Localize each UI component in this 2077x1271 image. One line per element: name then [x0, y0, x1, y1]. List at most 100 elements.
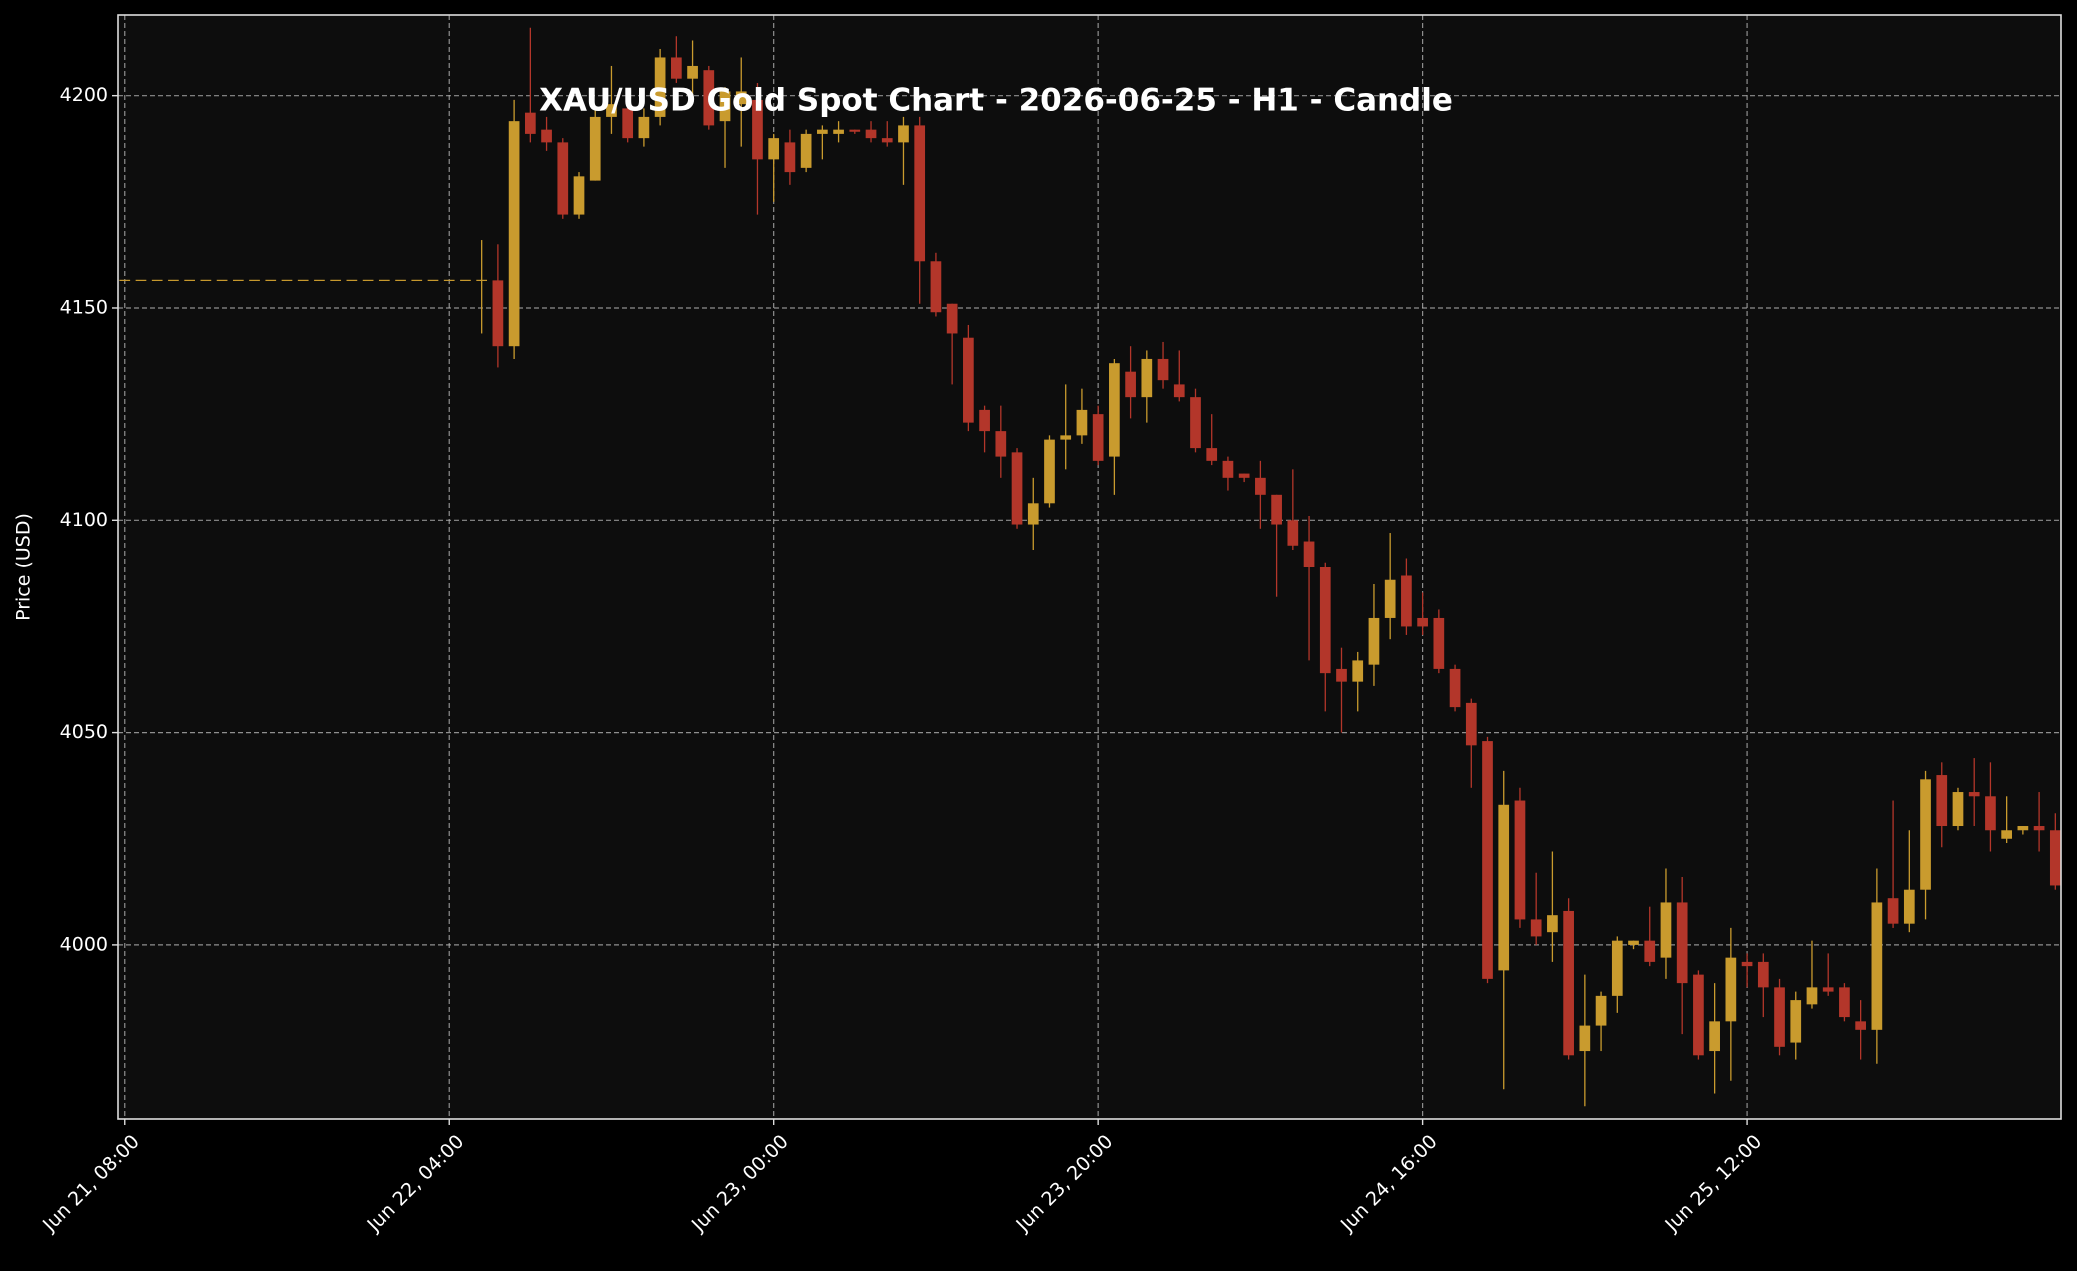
candle-body — [168, 279, 179, 281]
y-tick-label: 4150 — [60, 296, 108, 318]
candle-body — [963, 337, 974, 423]
candle-body — [1384, 579, 1396, 618]
candle-body — [1092, 414, 1104, 461]
candle-body — [784, 142, 796, 173]
candle-body — [1920, 779, 1931, 890]
candle-body — [1417, 617, 1428, 627]
y-tick-label: 4100 — [60, 509, 108, 531]
candle-body — [687, 65, 698, 79]
candle-body — [151, 279, 163, 281]
y-tick-label: 4000 — [60, 933, 108, 955]
candle-body — [849, 129, 861, 132]
candle-body — [1157, 358, 1169, 381]
candle-body — [1595, 995, 1607, 1026]
candle-body — [2049, 830, 2061, 886]
candle-body — [297, 279, 309, 281]
candle-body — [1871, 902, 1883, 1030]
candle-body — [1530, 919, 1542, 937]
candle-body — [817, 129, 828, 134]
plot-frame — [117, 14, 2062, 1120]
candle-body — [1109, 363, 1120, 457]
candles — [119, 27, 2061, 1107]
candle-body — [768, 138, 780, 160]
candle-body — [1790, 1000, 1802, 1043]
candle-body — [1044, 439, 1055, 504]
candle-body — [1985, 796, 1996, 831]
candle-body — [800, 133, 812, 168]
candle-body — [1206, 448, 1218, 461]
candle-body — [427, 279, 439, 281]
candle-body — [752, 99, 763, 160]
candle-body — [1287, 520, 1299, 546]
candle-body — [1498, 804, 1510, 971]
candle-body — [1173, 384, 1185, 398]
candle-body — [1839, 987, 1850, 1018]
candle-body — [1449, 668, 1461, 708]
candle-body — [492, 280, 504, 347]
candle-body — [1011, 452, 1023, 525]
candle-body — [914, 125, 926, 262]
candle-body — [1433, 617, 1445, 669]
plot-area — [118, 15, 2061, 1119]
candle-body — [557, 142, 569, 215]
candle-body — [330, 279, 342, 281]
candle-body — [1076, 409, 1088, 436]
candle-body — [200, 279, 212, 281]
candle-body — [1774, 987, 1785, 1047]
candle-body — [881, 138, 893, 143]
candle-body — [589, 116, 601, 181]
candle-body — [1887, 898, 1899, 924]
candle-body — [2033, 826, 2045, 831]
candle-body — [1141, 358, 1153, 398]
candle-body — [1968, 792, 1980, 797]
candle-body — [979, 409, 990, 432]
candle-body — [1741, 961, 1753, 967]
candle-body — [1060, 435, 1072, 440]
candle-body — [1255, 477, 1266, 495]
candle-body — [930, 261, 942, 313]
candle-body — [1482, 741, 1493, 979]
candle-body — [508, 121, 520, 347]
candle-body — [265, 279, 277, 281]
candle-body — [346, 279, 358, 281]
candle-body — [1709, 1021, 1720, 1052]
candle-body — [1563, 910, 1574, 1056]
candle-body — [362, 279, 374, 281]
candle-body — [524, 112, 536, 134]
candle-body — [573, 176, 585, 215]
candle-body — [833, 129, 844, 134]
candle-body — [135, 279, 147, 281]
candle-body — [654, 57, 666, 117]
y-axis-label: Price (USD) — [13, 513, 35, 621]
candle-body — [1271, 494, 1282, 525]
candle-body — [1822, 987, 1834, 992]
candle-body — [1693, 974, 1704, 1056]
candle-body — [1238, 473, 1250, 478]
candle-body — [1952, 792, 1964, 827]
candle-body — [2017, 826, 2029, 831]
candle-body — [946, 303, 958, 334]
chart-title: XAU/USD Gold Spot Chart - 2026-06-25 - H… — [539, 83, 1453, 119]
candle-body — [1611, 940, 1623, 996]
candle-body — [216, 279, 228, 281]
candle-body — [735, 91, 747, 105]
candle-body — [670, 57, 682, 79]
candle-body — [249, 279, 260, 281]
candle-body — [460, 279, 471, 281]
candle-body — [898, 125, 909, 143]
candle-body — [378, 279, 390, 281]
candle-body — [1303, 541, 1315, 567]
candle-body — [1660, 902, 1672, 958]
candle-body — [1628, 940, 1639, 945]
candle-body — [1352, 660, 1364, 682]
candle-body — [1222, 460, 1234, 478]
candle-body — [638, 116, 650, 139]
candle-body — [1725, 957, 1737, 1022]
candle-body — [1579, 1025, 1591, 1052]
candle-body — [1936, 775, 1948, 827]
candle-body — [1401, 575, 1412, 627]
candle-body — [1027, 503, 1039, 525]
candle-body — [1903, 889, 1915, 924]
candle-body — [1547, 915, 1558, 933]
